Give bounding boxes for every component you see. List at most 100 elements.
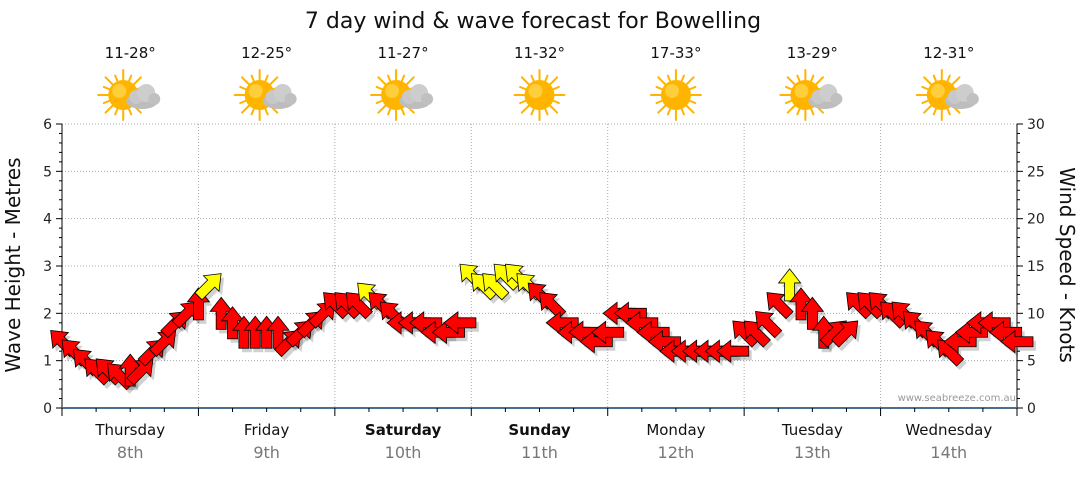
partly-cloudy-icon [915, 69, 979, 121]
sun-ray [519, 99, 527, 105]
right-tick-label: 5 [1027, 354, 1036, 370]
sun-ray [946, 74, 951, 83]
left-tick-label: 2 [43, 306, 52, 322]
day-forecast: 12-25° [233, 44, 297, 121]
day-name: Sunday [508, 421, 571, 439]
wind-arrow [194, 273, 222, 301]
sun-ray [264, 74, 269, 83]
cloud-part [966, 93, 979, 105]
sun-ray [685, 104, 695, 114]
right-tick-label: 10 [1027, 306, 1045, 322]
sun-highlight [664, 84, 679, 98]
sun-ray [102, 85, 111, 91]
day-temp: 11-28° [105, 44, 156, 62]
sun-ray [685, 76, 695, 86]
day-date: 10th [385, 443, 422, 462]
wind-arrow [591, 320, 625, 345]
sun-ray [530, 74, 535, 83]
sun-ray [250, 74, 255, 83]
sun-ray [240, 104, 251, 114]
sun-ray [657, 76, 667, 86]
day-name: Friday [244, 421, 290, 439]
day-name: Monday [646, 421, 705, 439]
day-date: 14th [930, 443, 967, 462]
left-tick-label: 3 [43, 259, 52, 275]
wind-arrow-shadows [53, 268, 1036, 394]
wind-arrow [831, 320, 859, 348]
sun-ray [269, 76, 279, 86]
sun-ray [784, 85, 793, 91]
day-forecast: 11-28° [97, 44, 161, 121]
sun-ray [946, 107, 951, 116]
sun-ray [923, 76, 933, 86]
sun-ray [127, 74, 133, 83]
sun-icon [649, 69, 702, 121]
sun-ray [127, 107, 133, 116]
sun-ray [114, 107, 119, 116]
sun-highlight [112, 84, 127, 98]
sun-ray [264, 107, 269, 116]
watermark: www.seabreeze.com.au [898, 393, 1016, 404]
chart-title: 7 day wind & wave forecast for Bowelling [305, 9, 761, 34]
sun-ray [923, 104, 933, 114]
sun-ray [530, 107, 535, 116]
sun-ray [104, 76, 114, 86]
sun-ray [549, 104, 559, 114]
sun-ray [239, 85, 247, 91]
cloud-shape [808, 84, 843, 109]
cloud-part [284, 93, 297, 105]
right-axis-label: Wind Speed - Knots [1055, 167, 1079, 363]
sun-ray [655, 99, 664, 105]
right-tick-label: 0 [1027, 401, 1036, 417]
sun-ray [519, 85, 527, 91]
cloud-shape [944, 84, 979, 109]
sun-ray [544, 107, 549, 116]
wind-arrow [800, 296, 825, 330]
left-tick-label: 5 [43, 164, 52, 180]
sun-ray [680, 74, 685, 83]
left-tick-label: 4 [43, 212, 52, 228]
sun-highlight [794, 84, 809, 98]
sun-rays [649, 69, 702, 121]
day-name: Wednesday [905, 421, 992, 439]
sun-ray [240, 76, 251, 86]
sun-highlight [385, 84, 400, 98]
right-tick-label: 30 [1027, 117, 1045, 133]
sun-ray [810, 74, 815, 83]
sun-ray [921, 85, 929, 91]
day-name: Tuesday [781, 421, 843, 439]
sun-ray [552, 99, 560, 105]
day-date: 13th [794, 443, 831, 462]
day-labels: Thursday 8th Friday 9th Saturday 10th Sunday 11… [94, 421, 992, 462]
sun-ray [405, 76, 415, 86]
wind-arrow [755, 311, 783, 339]
sun-ray [520, 104, 530, 114]
sun-ray [549, 76, 559, 86]
day-forecast: 11-32° [513, 44, 566, 121]
left-tick-label: 1 [43, 354, 52, 370]
cloud-shape [399, 84, 434, 109]
right-tick-label: 15 [1027, 259, 1045, 275]
wind-arrow [766, 292, 794, 320]
partly-cloudy-icon [233, 69, 297, 121]
sun-ray [810, 107, 815, 116]
sun-highlight [528, 84, 543, 98]
sun-ray [544, 74, 549, 83]
partly-cloudy-icon [370, 69, 434, 121]
day-date: 9th [253, 443, 280, 462]
sun-ray [786, 104, 796, 114]
wind-arrows [50, 263, 1036, 394]
sun-ray [786, 76, 796, 86]
left-tick-label: 0 [43, 401, 52, 417]
weather-row: 11-28° 12-25° 11-27° 11-32° 17-33° 13-29° 12-3… [97, 44, 979, 121]
left-axis-label: Wave Height - Metres [1, 157, 25, 372]
day-temp: 11-32° [514, 44, 565, 62]
sun-ray [921, 99, 929, 105]
sun-ray [104, 104, 114, 114]
day-temp: 17-33° [650, 44, 701, 62]
day-forecast: 11-27° [370, 44, 434, 121]
day-date: 8th [117, 443, 144, 462]
sun-ray [552, 85, 560, 91]
sun-icon [513, 69, 566, 121]
